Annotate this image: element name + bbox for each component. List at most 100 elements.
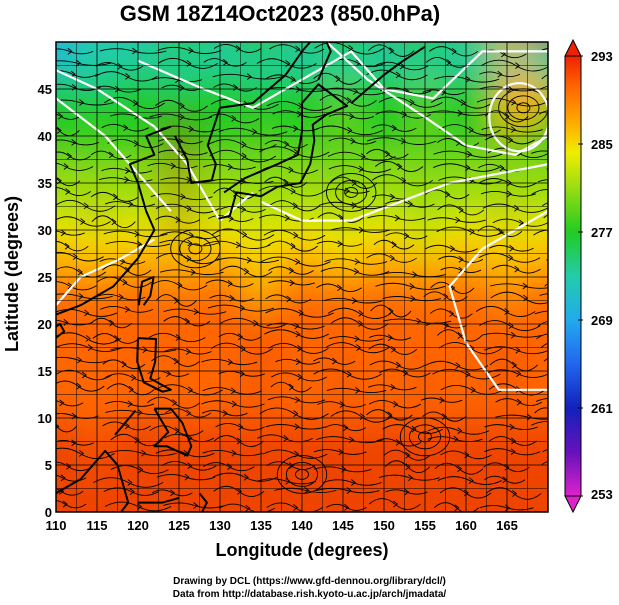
streamline xyxy=(318,201,387,210)
streamline xyxy=(104,201,156,208)
streamline-arrow xyxy=(71,439,77,447)
streamline-arrow xyxy=(127,400,133,408)
streamline-arrow xyxy=(109,319,115,327)
streamline xyxy=(56,440,95,446)
streamline-arrow xyxy=(231,115,237,122)
streamline-arrow xyxy=(295,358,301,366)
streamline xyxy=(368,334,412,341)
streamline-arrow xyxy=(134,436,140,444)
circulation-swirl xyxy=(188,243,203,255)
streamline-arrow xyxy=(175,334,181,341)
streamline-arrow xyxy=(243,473,249,481)
streamline-arrow xyxy=(450,284,456,292)
streamline-arrow xyxy=(289,267,295,274)
streamline-arrow xyxy=(59,487,65,495)
streamline-arrow xyxy=(497,227,503,235)
streamline xyxy=(537,321,548,327)
streamline xyxy=(99,306,154,313)
streamline xyxy=(106,383,155,396)
streamline-arrow xyxy=(457,465,463,473)
streamline xyxy=(159,269,224,276)
streamline-arrow xyxy=(122,278,128,286)
streamline xyxy=(483,462,530,473)
streamline-arrow xyxy=(344,504,350,511)
streamline xyxy=(56,461,94,472)
streamline xyxy=(147,370,190,377)
streamline-arrow xyxy=(393,500,399,508)
streamline xyxy=(440,384,504,395)
streamline-arrow xyxy=(83,202,89,210)
circulation-swirl xyxy=(335,179,368,205)
streamline xyxy=(323,479,382,486)
lat-lon-grid xyxy=(56,42,548,512)
streamline-arrow xyxy=(449,310,455,317)
streamline-arrow xyxy=(358,165,364,173)
streamline xyxy=(92,333,140,344)
streamline xyxy=(95,71,158,82)
colorbar-body xyxy=(564,55,582,497)
streamline-arrow xyxy=(457,332,463,339)
streamline-arrow xyxy=(286,295,292,303)
streamline xyxy=(155,449,215,458)
streamline xyxy=(263,229,326,241)
streamline-arrow xyxy=(409,282,415,290)
streamline xyxy=(56,241,89,252)
streamline xyxy=(56,60,111,66)
streamline xyxy=(538,110,548,115)
streamline-arrow xyxy=(193,502,199,509)
streamline xyxy=(430,281,475,294)
streamline-arrow xyxy=(346,97,352,104)
streamline xyxy=(476,97,547,107)
streamline xyxy=(203,462,255,472)
streamline xyxy=(484,448,541,456)
streamline xyxy=(438,255,484,264)
streamline xyxy=(367,215,426,221)
streamline-arrow xyxy=(166,370,172,378)
streamline-arrow xyxy=(332,357,338,365)
streamline xyxy=(482,203,548,213)
circulation-swirl xyxy=(326,172,377,212)
streamline xyxy=(477,225,523,237)
streamline-arrow xyxy=(187,239,193,247)
coastline-13 xyxy=(198,492,208,512)
streamline xyxy=(56,216,111,227)
streamline-arrow xyxy=(290,75,296,83)
streamline-arrow xyxy=(66,152,73,160)
coastline-11 xyxy=(114,409,137,436)
streamline xyxy=(420,397,463,403)
coastline-0 xyxy=(56,125,172,316)
streamline-arrow xyxy=(112,193,118,201)
streamline-arrow xyxy=(455,216,461,224)
streamline xyxy=(157,57,218,69)
streamline xyxy=(103,230,168,238)
streamline xyxy=(264,176,308,188)
streamline-arrow xyxy=(134,230,140,238)
streamline xyxy=(56,319,93,326)
streamline xyxy=(56,500,87,509)
streamline xyxy=(265,424,326,430)
streamline-arrow xyxy=(295,258,301,265)
streamline-arrow xyxy=(399,62,405,70)
colorbar-label: 253 xyxy=(591,487,613,502)
streamline-arrow xyxy=(512,490,518,497)
streamline-arrow xyxy=(504,112,510,120)
streamline xyxy=(275,358,321,365)
streamline-arrow xyxy=(81,371,87,379)
streamline xyxy=(531,421,548,426)
streamline-arrow xyxy=(385,150,391,158)
y-tick-label: 30 xyxy=(38,223,52,238)
streamline xyxy=(313,368,382,380)
streamline-arrow xyxy=(416,317,422,325)
streamline-arrow xyxy=(137,503,143,510)
streamline-arrow xyxy=(180,193,186,201)
streamline-arrow xyxy=(222,58,228,66)
streamline xyxy=(366,69,428,81)
streamline xyxy=(56,187,92,197)
streamline xyxy=(216,257,280,263)
streamline xyxy=(315,487,380,494)
streamline xyxy=(489,358,538,372)
streamline-arrow xyxy=(451,47,457,55)
streamline-arrow xyxy=(395,71,401,79)
streamline xyxy=(531,150,548,154)
streamline xyxy=(150,193,213,201)
